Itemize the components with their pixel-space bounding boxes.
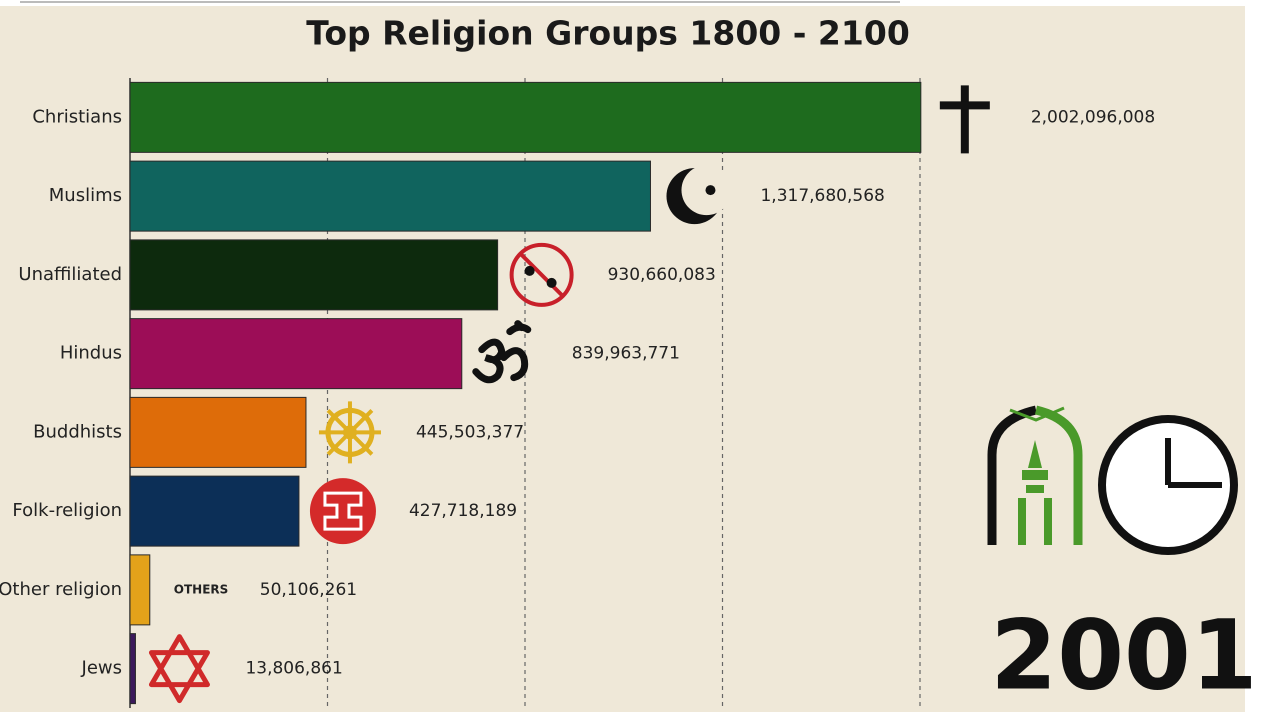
value-label: 427,718,189	[409, 501, 517, 521]
category-label: Unaffiliated	[18, 264, 122, 285]
icon-part	[519, 252, 565, 298]
value-label: 445,503,377	[416, 422, 524, 442]
category-label: Other religion	[0, 579, 122, 600]
icon	[309, 478, 376, 545]
icon-part	[546, 277, 557, 288]
bar	[129, 81, 922, 153]
category-label: Hindus	[60, 343, 122, 364]
value-label: 50,106,261	[260, 580, 357, 600]
icon-part	[960, 85, 969, 154]
category-label: Christians	[32, 106, 122, 127]
icon-part	[524, 265, 535, 276]
icon	[148, 634, 210, 704]
icon: OTHERS	[174, 582, 229, 596]
value-label: 2,002,096,008	[1031, 107, 1155, 127]
bar	[129, 160, 651, 232]
icon-part	[326, 430, 352, 456]
icon	[509, 242, 574, 307]
icon-part	[472, 320, 532, 384]
bar	[129, 554, 151, 626]
icon-part	[326, 409, 352, 434]
bar	[129, 475, 300, 547]
bar	[129, 633, 136, 705]
icon-part	[705, 185, 716, 196]
chart-title: Top Religion Groups 1800 - 2100	[306, 14, 910, 53]
icon-part	[348, 430, 374, 456]
category-label: Buddhists	[33, 421, 122, 442]
bar	[129, 239, 499, 311]
icon-part	[509, 242, 574, 307]
category-label: Folk-religion	[12, 500, 122, 521]
logo	[987, 405, 1238, 555]
bar	[129, 318, 463, 390]
icon-part	[309, 478, 376, 545]
value-label: 13,806,861	[245, 659, 342, 679]
icon	[939, 85, 990, 154]
value-label: 930,660,083	[608, 265, 716, 285]
year-label: 2001	[990, 599, 1257, 711]
icon	[666, 165, 732, 225]
bar	[129, 396, 307, 468]
category-label: Jews	[81, 658, 122, 679]
value-label: 839,963,771	[572, 344, 680, 364]
icon-label: OTHERS	[174, 582, 229, 596]
category-label: Muslims	[49, 185, 122, 206]
icon-part	[148, 634, 210, 704]
icon-part	[348, 409, 374, 434]
value-label: 1,317,680,568	[760, 186, 884, 206]
icon-part	[323, 491, 363, 531]
icon	[472, 320, 532, 384]
icon-part	[939, 101, 990, 110]
icon	[318, 401, 381, 464]
